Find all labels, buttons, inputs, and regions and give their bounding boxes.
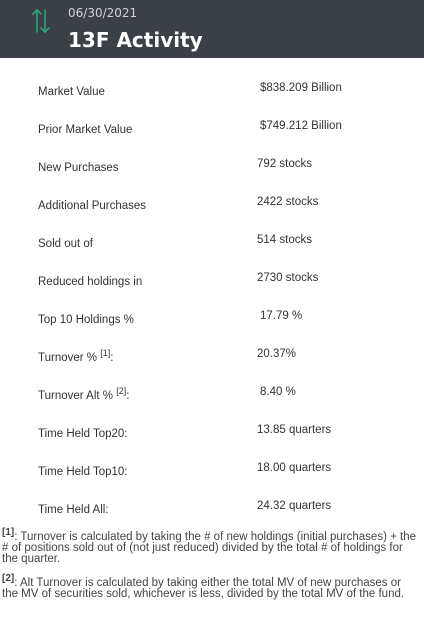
row-label: New Purchases (38, 161, 119, 174)
table-row: Prior Market Value $749.212 Billion (0, 108, 424, 146)
row-label: Additional Purchases (38, 199, 147, 212)
row-value: 8.40 % (260, 386, 296, 398)
footnote-marker: [2] (2, 572, 15, 584)
footnote-ref: [2] (116, 386, 127, 396)
row-label: Reduced holdings in (38, 275, 143, 288)
footnote-ref: [1] (100, 348, 111, 358)
row-value: 514 stocks (257, 234, 312, 246)
row-value: 13.85 quarters (257, 424, 332, 436)
table-row: Turnover % [1]: 20.37% (0, 336, 424, 374)
row-label: Prior Market Value (38, 123, 133, 136)
row-value: 2730 stocks (257, 272, 319, 284)
table-row: Time Held Top10: 18.00 quarters (0, 450, 424, 488)
row-value: 20.37% (257, 348, 297, 360)
report-date: 06/30/2021 (68, 6, 138, 20)
row-value: 17.79 % (260, 310, 303, 322)
activity-header: 06/30/2021 13F Activity (0, 0, 424, 58)
row-value: 2422 stocks (257, 196, 319, 208)
row-value: $749.212 Billion (260, 120, 342, 132)
table-row: Sold out of 514 stocks (0, 222, 424, 260)
table-row: Time Held All: 24.32 quarters (0, 488, 424, 526)
row-label: Turnover % [1]: (38, 348, 114, 364)
row-label: Top 10 Holdings % (38, 313, 134, 326)
row-label: Time Held Top20: (38, 427, 128, 440)
page-title: 13F Activity (68, 28, 203, 52)
footnote-text: : Alt Turnover is calculated by taking e… (2, 576, 405, 600)
activity-table: Market Value $838.209 Billion Prior Market… (0, 70, 424, 526)
footnote: [1]: Turnover is calculated by taking th… (2, 527, 420, 565)
row-value: 24.32 quarters (257, 500, 332, 512)
footnote-marker: [1] (2, 527, 15, 538)
table-row: New Purchases 792 stocks (0, 146, 424, 184)
row-label: Time Held All: (38, 503, 109, 516)
footnote: [2]: Alt Turnover is calculated by takin… (2, 573, 420, 600)
footnote-text: : Turnover is calculated by taking the #… (2, 530, 416, 565)
row-label: Sold out of (38, 237, 93, 250)
row-label: Market Value (38, 85, 105, 98)
row-value: 18.00 quarters (257, 462, 332, 474)
row-label: Time Held Top10: (38, 465, 128, 478)
up-down-arrows-icon (32, 9, 50, 33)
row-label: Turnover Alt % [2]: (38, 386, 130, 402)
table-row: Additional Purchases 2422 stocks (0, 184, 424, 222)
table-row: Turnover Alt % [2]: 8.40 % (0, 374, 424, 412)
table-row: Market Value $838.209 Billion (0, 70, 424, 108)
row-value: $838.209 Billion (260, 82, 342, 94)
footnotes: [1]: Turnover is calculated by taking th… (2, 527, 420, 608)
table-row: Top 10 Holdings % 17.79 % (0, 298, 424, 336)
row-value: 792 stocks (257, 158, 312, 170)
table-row: Reduced holdings in 2730 stocks (0, 260, 424, 298)
table-row: Time Held Top20: 13.85 quarters (0, 412, 424, 450)
